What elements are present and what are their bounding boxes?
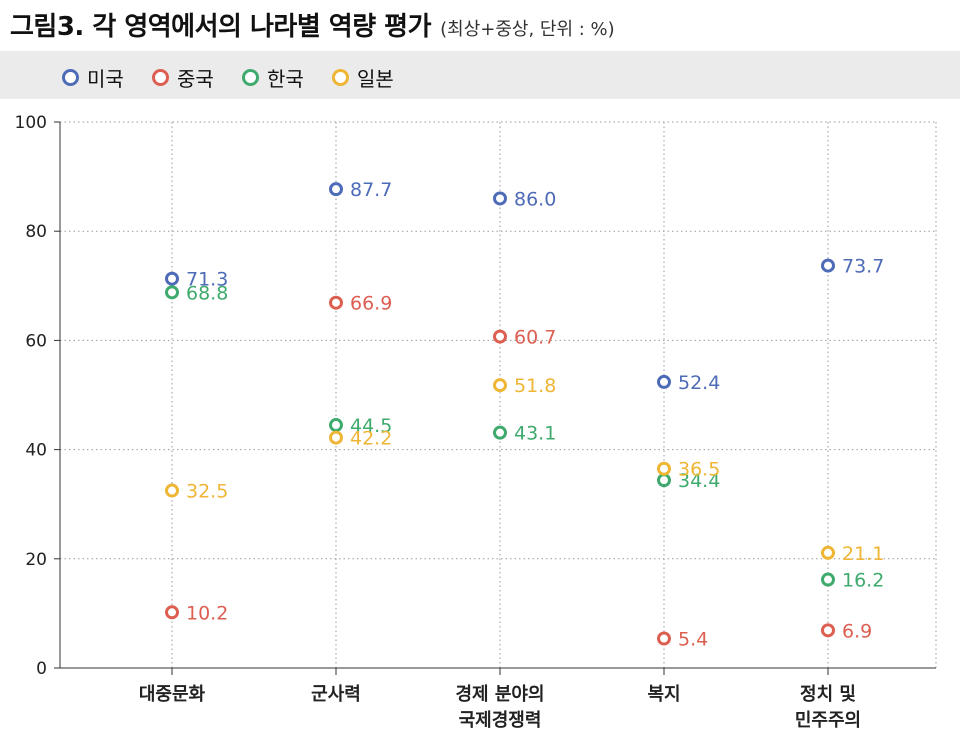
data-point [493,378,507,393]
legend-label-japan: 일본 [357,67,394,91]
data-label: 32.5 [186,481,228,503]
data-point [165,271,179,286]
data-label: 21.1 [842,543,884,565]
data-label: 52.4 [678,372,720,394]
x-tick-label: 군사력 [311,684,361,705]
x-tick-label-line: 군사력 [311,684,361,705]
data-label: 68.8 [186,282,228,304]
data-label: 16.2 [842,570,884,592]
x-tick-label: 복지 [647,684,680,705]
data-label: 87.7 [350,179,392,201]
x-tick-label-line: 경제 분야의 [455,684,544,705]
data-point [821,572,835,587]
data-point [493,425,507,440]
y-tick-label: 100 [15,113,47,133]
data-point [657,631,671,646]
x-tick-label-line: 정치 및 [800,684,856,705]
data-label: 6.9 [842,620,872,642]
legend: 미국 중국 한국 일본 [0,51,960,99]
legend-marker-china [152,69,169,86]
data-label: 73.7 [842,256,884,278]
data-point [329,295,343,310]
y-tick-label: 80 [25,222,47,242]
data-label: 44.5 [350,415,392,437]
data-label: 71.3 [186,269,228,291]
data-label: 42.2 [350,428,392,450]
data-point [165,285,179,300]
data-label: 34.4 [678,470,720,492]
data-point [165,605,179,620]
data-label: 51.8 [514,375,556,397]
data-label: 36.5 [678,459,720,481]
legend-item-china: 중국 [152,63,214,92]
chart-title-unit: (최상+중상, 단위 : %) [440,19,615,40]
data-point [657,374,671,389]
chart-title-main: 그림3. 각 영역에서의 나라별 역량 평가 [10,12,432,42]
data-label: 43.1 [514,423,556,445]
y-tick-label: 60 [25,331,47,351]
data-point [821,623,835,638]
data-point [493,191,507,206]
data-point [657,461,671,476]
legend-marker-japan [332,69,349,86]
legend-label-china: 중국 [177,67,214,91]
data-point [657,473,671,488]
data-label: 66.9 [350,293,392,315]
x-tick-label-line: 복지 [647,684,680,705]
x-tick-label-line: 민주주의 [795,710,861,731]
x-tick-label-line: 국제경쟁력 [459,710,542,731]
data-label: 10.2 [186,602,228,624]
data-point [493,329,507,344]
x-tick-label: 대중문화 [139,684,206,705]
legend-marker-usa [62,69,79,86]
chart-title: 그림3. 각 영역에서의 나라별 역량 평가 (최상+중상, 단위 : %) [10,6,615,43]
data-point [329,418,343,433]
legend-marker-korea [242,69,259,86]
legend-item-korea: 한국 [242,63,304,92]
y-tick-label: 40 [25,441,47,461]
data-label: 86.0 [514,188,556,210]
legend-item-usa: 미국 [62,63,124,92]
data-label: 5.4 [678,629,708,651]
y-tick-label: 20 [25,550,47,570]
legend-label-korea: 한국 [267,67,304,91]
data-point [329,182,343,197]
x-tick-label-line: 대중문화 [139,684,206,705]
legend-label-usa: 미국 [87,67,124,91]
data-point [821,545,835,560]
data-point [165,483,179,498]
legend-item-japan: 일본 [332,63,394,92]
data-label: 60.7 [514,327,556,349]
y-tick-label: 0 [36,659,47,679]
data-point [821,258,835,273]
data-point [329,430,343,445]
